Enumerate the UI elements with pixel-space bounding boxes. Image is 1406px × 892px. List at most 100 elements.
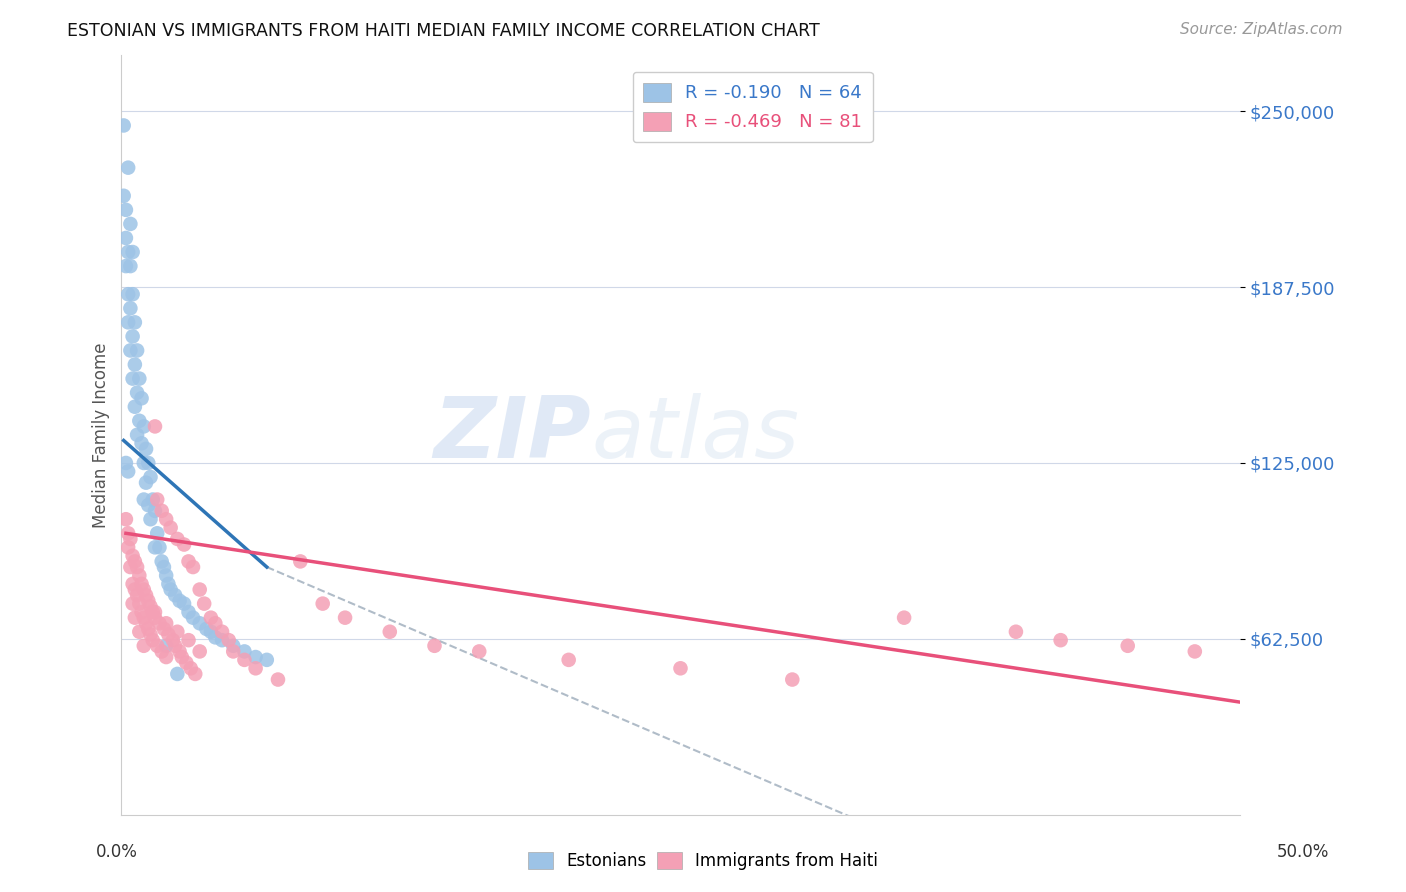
Legend: Estonians, Immigrants from Haiti: Estonians, Immigrants from Haiti bbox=[522, 845, 884, 877]
Point bbox=[131, 605, 153, 619]
Point bbox=[153, 560, 176, 574]
Point bbox=[245, 650, 267, 665]
Point bbox=[174, 656, 197, 670]
Point bbox=[188, 644, 211, 658]
Point bbox=[181, 610, 204, 624]
Point bbox=[117, 315, 139, 329]
Point bbox=[155, 616, 177, 631]
Point bbox=[120, 259, 142, 273]
Point bbox=[1049, 633, 1071, 648]
Point bbox=[150, 644, 173, 658]
Point bbox=[128, 371, 150, 385]
Point bbox=[143, 504, 166, 518]
Point bbox=[112, 119, 135, 133]
Text: 0.0%: 0.0% bbox=[96, 843, 138, 861]
Point bbox=[1005, 624, 1028, 639]
Point bbox=[121, 577, 143, 591]
Point bbox=[195, 622, 218, 636]
Point bbox=[155, 568, 177, 582]
Point bbox=[166, 532, 188, 546]
Point bbox=[222, 644, 245, 658]
Point bbox=[333, 610, 356, 624]
Point bbox=[146, 492, 169, 507]
Point bbox=[204, 616, 226, 631]
Point bbox=[127, 385, 149, 400]
Point bbox=[169, 594, 191, 608]
Point bbox=[165, 639, 187, 653]
Point bbox=[173, 537, 195, 551]
Legend: R = -0.190   N = 64, R = -0.469   N = 81: R = -0.190 N = 64, R = -0.469 N = 81 bbox=[633, 71, 873, 142]
Point bbox=[132, 582, 155, 597]
Point bbox=[1116, 639, 1139, 653]
Point bbox=[159, 582, 181, 597]
Point bbox=[136, 594, 159, 608]
Point bbox=[135, 588, 157, 602]
Point bbox=[177, 633, 200, 648]
Point bbox=[218, 633, 240, 648]
Point bbox=[121, 329, 143, 343]
Point bbox=[153, 622, 176, 636]
Point bbox=[120, 343, 142, 358]
Point bbox=[124, 400, 146, 414]
Point bbox=[117, 541, 139, 555]
Text: atlas: atlas bbox=[591, 393, 799, 476]
Point bbox=[124, 315, 146, 329]
Point bbox=[132, 610, 155, 624]
Point bbox=[128, 597, 150, 611]
Point bbox=[233, 644, 256, 658]
Point bbox=[155, 639, 177, 653]
Point bbox=[204, 631, 226, 645]
Point bbox=[131, 392, 153, 406]
Point bbox=[124, 358, 146, 372]
Point bbox=[143, 419, 166, 434]
Point bbox=[120, 560, 142, 574]
Point bbox=[127, 427, 149, 442]
Point bbox=[121, 287, 143, 301]
Point bbox=[142, 633, 165, 648]
Point bbox=[132, 419, 155, 434]
Point bbox=[170, 650, 193, 665]
Point bbox=[115, 202, 138, 217]
Point bbox=[893, 610, 915, 624]
Point bbox=[131, 436, 153, 450]
Point bbox=[193, 597, 215, 611]
Point bbox=[267, 673, 290, 687]
Point bbox=[127, 343, 149, 358]
Point bbox=[115, 259, 138, 273]
Point bbox=[132, 639, 155, 653]
Point bbox=[112, 188, 135, 202]
Point bbox=[148, 616, 170, 631]
Point bbox=[222, 639, 245, 653]
Point bbox=[136, 456, 159, 470]
Point bbox=[128, 414, 150, 428]
Point bbox=[165, 588, 187, 602]
Point bbox=[180, 661, 202, 675]
Point bbox=[143, 541, 166, 555]
Point bbox=[211, 624, 233, 639]
Point bbox=[155, 650, 177, 665]
Point bbox=[166, 667, 188, 681]
Point bbox=[115, 512, 138, 526]
Point bbox=[132, 456, 155, 470]
Point bbox=[312, 597, 335, 611]
Point bbox=[146, 526, 169, 541]
Point bbox=[121, 549, 143, 563]
Text: ZIP: ZIP bbox=[433, 393, 591, 476]
Point bbox=[132, 492, 155, 507]
Point bbox=[423, 639, 446, 653]
Point bbox=[117, 245, 139, 260]
Point bbox=[139, 599, 162, 614]
Point bbox=[211, 633, 233, 648]
Point bbox=[150, 504, 173, 518]
Point bbox=[136, 622, 159, 636]
Point bbox=[290, 554, 312, 568]
Point bbox=[117, 464, 139, 478]
Point bbox=[146, 639, 169, 653]
Point bbox=[173, 597, 195, 611]
Point bbox=[150, 554, 173, 568]
Point bbox=[115, 231, 138, 245]
Point bbox=[121, 597, 143, 611]
Point bbox=[157, 627, 180, 641]
Point bbox=[177, 605, 200, 619]
Point bbox=[782, 673, 804, 687]
